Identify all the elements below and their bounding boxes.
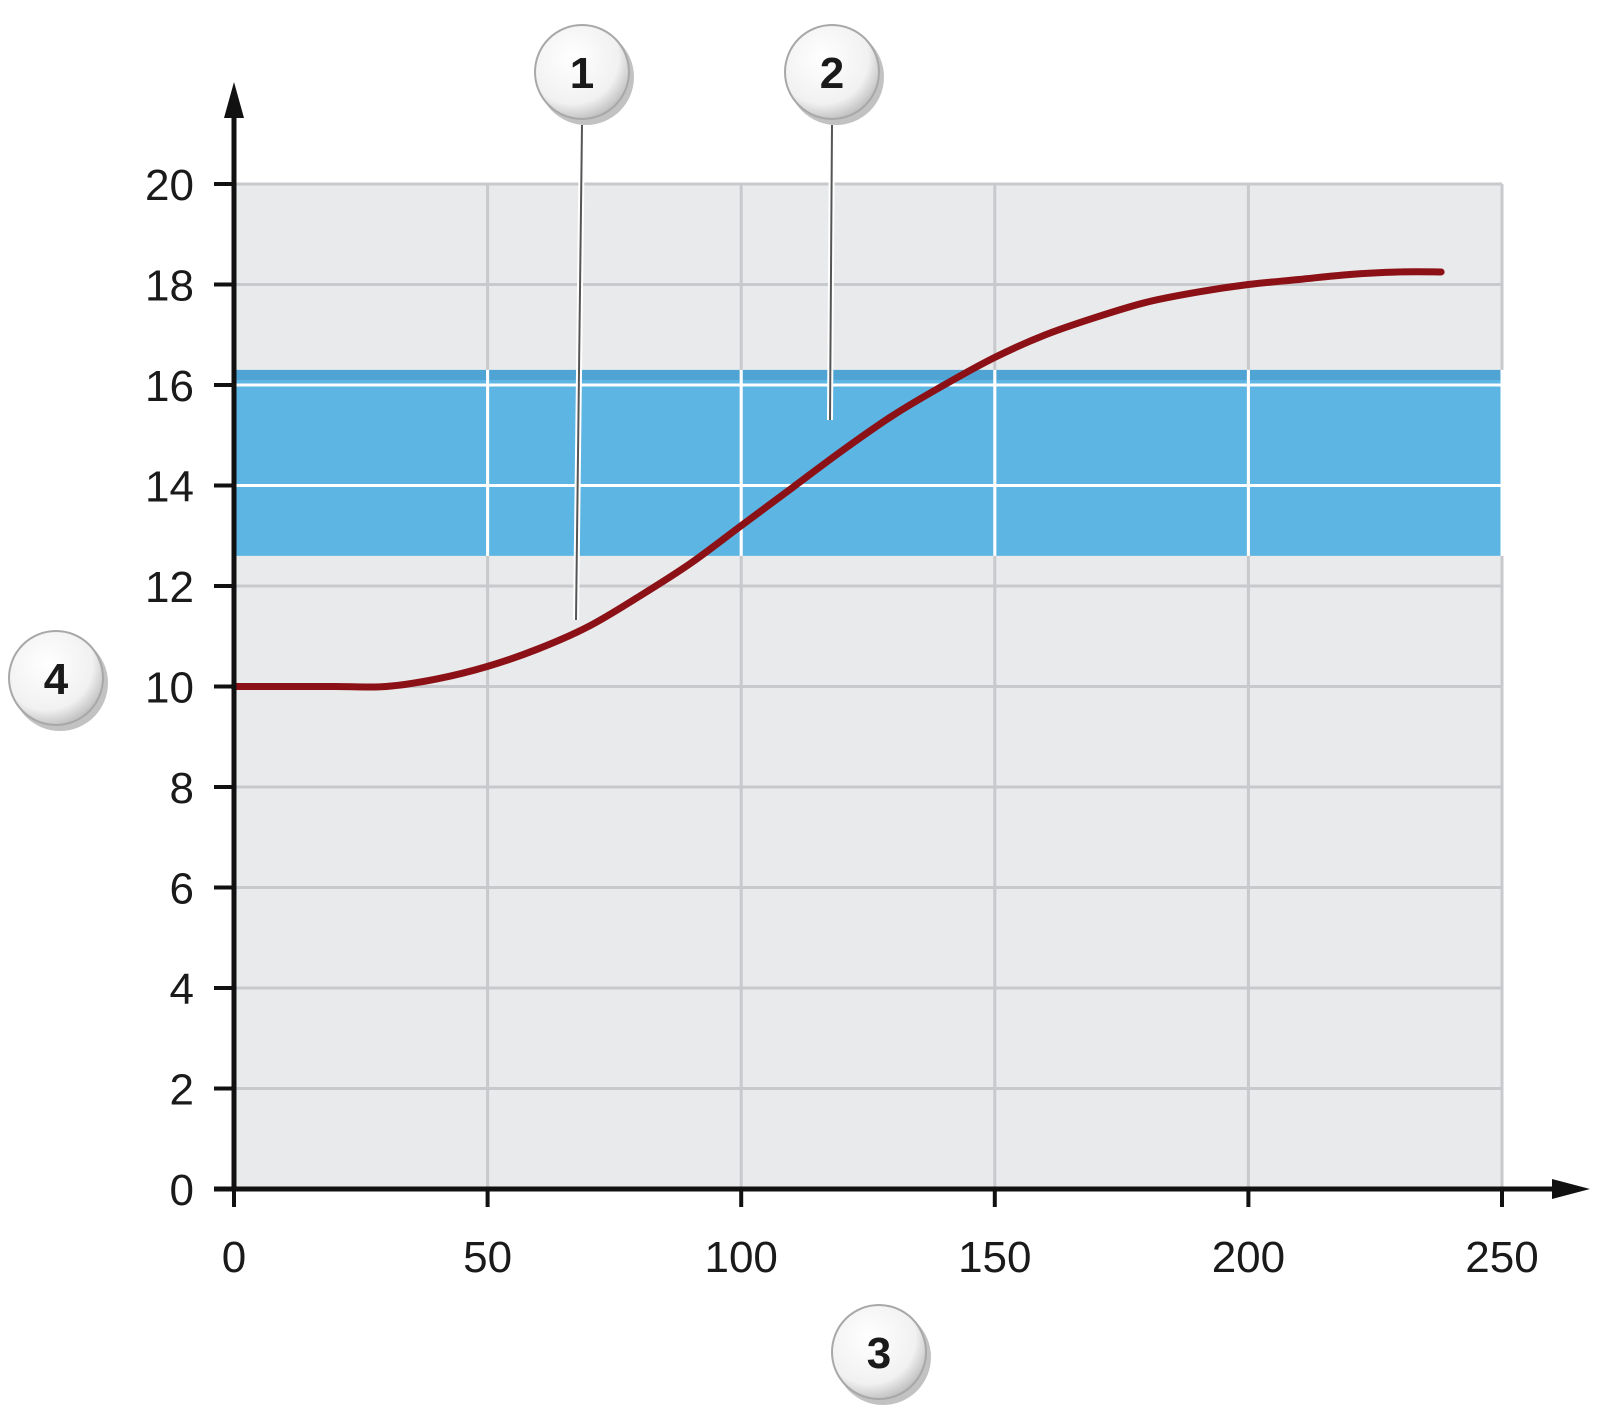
- y-tick-label: 8: [170, 764, 194, 813]
- x-tick-label: 200: [1212, 1233, 1285, 1282]
- y-tick-label: 4: [170, 965, 194, 1014]
- y-tick-label: 14: [145, 463, 194, 512]
- x-tick-label: 50: [463, 1233, 512, 1282]
- y-tick-label: 12: [145, 563, 194, 612]
- callout-3-label: 3: [867, 1329, 891, 1378]
- callout-1-circle: [534, 24, 630, 120]
- callout-2-label: 2: [820, 49, 844, 98]
- y-tick-label: 0: [170, 1166, 194, 1215]
- callout-2-leader: [829, 124, 833, 421]
- gridlines: [234, 182, 1504, 1189]
- x-tick-label: 0: [222, 1233, 246, 1282]
- target-band: [234, 369, 1502, 556]
- target-band-top-edge: [234, 369, 1502, 380]
- callout-1-label: 1: [570, 49, 594, 98]
- y-tick-label: 18: [145, 262, 194, 311]
- series-layer: [230, 268, 1445, 691]
- series-line: [230, 268, 1445, 691]
- callouts: 1 234: [8, 24, 931, 1405]
- callout-4-label: 4: [44, 655, 69, 704]
- y-tick-label: 10: [145, 664, 194, 713]
- x-axis-arrow: [1552, 1179, 1590, 1199]
- callout-2-circle: [784, 24, 880, 120]
- y-tick-label: 2: [170, 1066, 194, 1115]
- y-tick-label: 6: [170, 865, 194, 914]
- x-tick-label: 100: [704, 1233, 777, 1282]
- callout-3-circle: [831, 1304, 927, 1400]
- callout-1-leader: [575, 124, 583, 621]
- x-tick-label: 150: [958, 1233, 1031, 1282]
- y-tick-label: 16: [145, 362, 194, 411]
- y-tick-label: 20: [145, 161, 194, 210]
- callout-4-circle: [8, 630, 104, 726]
- y-axis-arrow: [224, 82, 244, 118]
- x-tick-label: 250: [1465, 1233, 1538, 1282]
- axes: [214, 82, 1590, 1207]
